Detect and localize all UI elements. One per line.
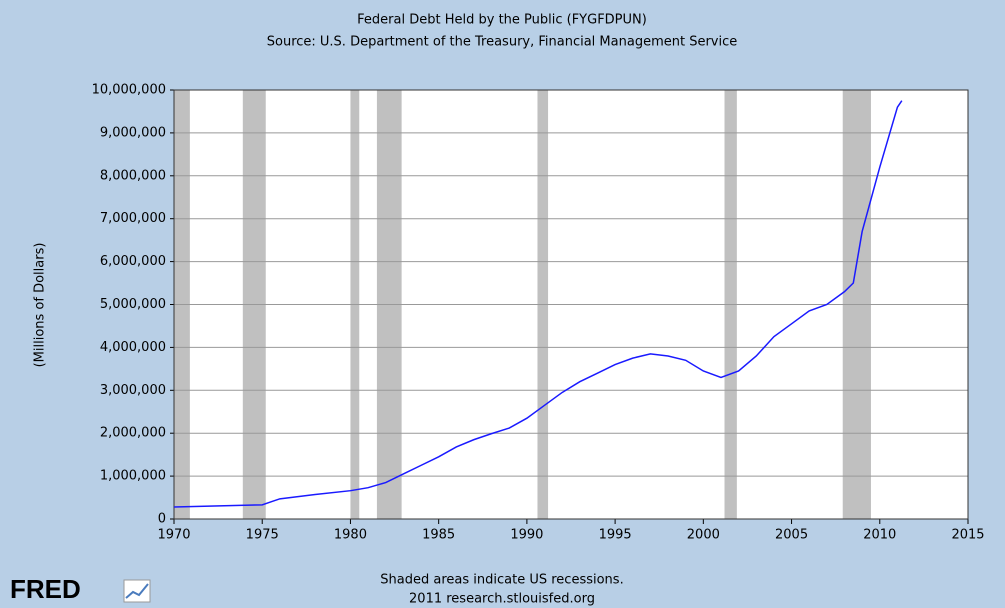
y-tick-label: 6,000,000 — [100, 254, 166, 269]
y-tick-label: 5,000,000 — [100, 297, 166, 312]
x-tick-label: 1995 — [599, 528, 632, 543]
y-tick-label: 1,000,000 — [100, 469, 166, 484]
y-tick-label: 7,000,000 — [100, 211, 166, 226]
x-tick-label: 1975 — [246, 528, 279, 543]
logo-icon-line — [125, 583, 149, 599]
logo-icon — [123, 579, 151, 603]
x-tick-label: 2015 — [951, 528, 984, 543]
y-tick-label: 4,000,000 — [100, 340, 166, 355]
x-tick-label: 2005 — [775, 528, 808, 543]
y-tick-label: 8,000,000 — [100, 168, 166, 183]
chart-title: Federal Debt Held by the Public (FYGFDPU… — [357, 13, 647, 28]
x-tick-label: 1980 — [334, 528, 367, 543]
x-tick-label: 1990 — [510, 528, 543, 543]
footer-source: 2011 research.stlouisfed.org — [409, 592, 595, 607]
data-line — [173, 100, 903, 508]
plot-border — [173, 89, 969, 520]
footer-note: Shaded areas indicate US recessions. — [380, 573, 623, 588]
x-tick-label: 1985 — [422, 528, 455, 543]
logo: FRED — [10, 574, 81, 604]
x-tick-label: 2010 — [863, 528, 896, 543]
x-tick-label: 2000 — [687, 528, 720, 543]
x-tick-label: 1970 — [157, 528, 190, 543]
y-tick-label: 9,000,000 — [100, 125, 166, 140]
chart-subtitle: Source: U.S. Department of the Treasury,… — [267, 35, 738, 50]
y-axis-label: (Millions of Dollars) — [33, 243, 48, 368]
y-tick-label: 10,000,000 — [92, 83, 166, 98]
y-tick-label: 3,000,000 — [100, 383, 166, 398]
y-tick-label: 0 — [158, 512, 166, 527]
y-tick-label: 2,000,000 — [100, 426, 166, 441]
